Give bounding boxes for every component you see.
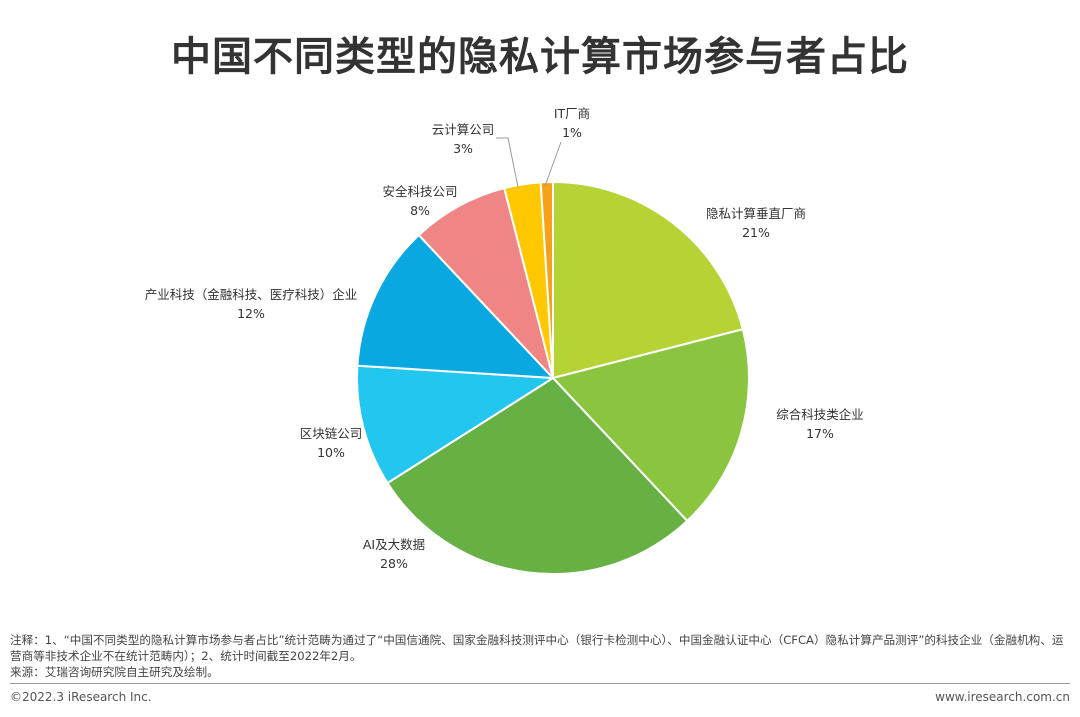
footer-website: www.iresearch.com.cn	[935, 690, 1070, 704]
slice-value-label: 12%	[237, 306, 265, 321]
slice-category-label: 综合科技类企业	[776, 407, 864, 422]
pie-slice	[552, 180, 745, 380]
slice-value-label: 21%	[742, 225, 770, 240]
pie-slice	[386, 376, 689, 575]
slice-category-label: 隐私计算垂直厂商	[706, 206, 806, 221]
slice-category-label: 产业科技（金融科技、医疗科技）企业	[145, 287, 358, 302]
pie-slice	[356, 364, 557, 485]
footer-divider	[10, 683, 1070, 684]
chart-title: 中国不同类型的隐私计算市场参与者占比	[171, 34, 909, 80]
slice-category-label: 区块链公司	[300, 426, 363, 441]
footer-copyright: ©2022.3 iResearch Inc.	[10, 690, 152, 704]
slice-value-label: 3%	[453, 141, 473, 156]
leader-line	[496, 137, 519, 188]
leader-line	[544, 141, 562, 187]
slice-value-label: 8%	[410, 203, 430, 218]
slice-value-label: 1%	[562, 125, 582, 140]
slice-category-label: 安全科技公司	[382, 184, 457, 199]
slice-category-label: IT厂商	[554, 106, 590, 121]
chart-note: 注释：1、“中国不同类型的隐私计算市场参与者占比”统计范畴为通过了“中国信通院、…	[10, 633, 1064, 663]
slice-category-label: 云计算公司	[432, 122, 495, 137]
slice-value-label: 10%	[317, 445, 345, 460]
pie-slice	[356, 233, 556, 380]
chart-source: 来源：艾瑞咨询研究院自主研究及绘制。	[10, 665, 219, 679]
slice-value-label: 28%	[380, 556, 408, 571]
pie-chart: 隐私计算垂直厂商 21% 综合科技类企业 17% AI及大数据 28% 区块链公司 10% 产业…	[145, 106, 864, 575]
pie-slice	[417, 186, 554, 379]
pie-slice	[551, 328, 750, 523]
slice-value-label: 17%	[806, 426, 834, 441]
slice-category-label: AI及大数据	[363, 537, 425, 552]
